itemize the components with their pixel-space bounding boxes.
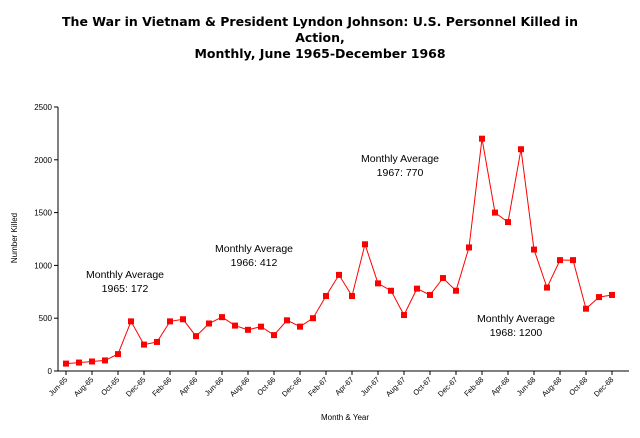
x-tick-label-5: Apr-66 <box>177 375 199 397</box>
annotation-0-line-1: 1965: 172 <box>102 283 149 295</box>
data-point-Aug-65 <box>89 358 95 365</box>
data-point-Jan-66 <box>154 338 160 345</box>
y-tick-label-3: 1500 <box>34 209 52 218</box>
x-axis-label: Month & Year <box>321 413 369 422</box>
chart-title: The War in Vietnam & President Lyndon Jo… <box>0 14 640 62</box>
x-tick-label-12: Jun-67 <box>359 375 382 398</box>
data-point-Feb-67 <box>323 293 329 300</box>
data-point-Oct-66 <box>271 332 277 339</box>
series-killed <box>63 135 615 367</box>
data-point-Jan-68 <box>466 244 472 251</box>
data-point-Jul-66 <box>232 322 238 329</box>
data-point-Jan-67 <box>310 315 316 322</box>
x-tick-label-10: Feb-67 <box>306 375 329 398</box>
y-axis-ticks: 0 500 1000 1500 2000 2500 <box>34 103 58 376</box>
data-point-Feb-66 <box>167 318 173 325</box>
data-point-Sep-68 <box>570 257 576 264</box>
data-point-Jul-67 <box>388 287 394 294</box>
chart-title-line-1: The War in Vietnam & President Lyndon Jo… <box>62 14 578 29</box>
data-point-Jun-68 <box>531 246 537 253</box>
y-axis-label: Number Killed <box>10 213 19 263</box>
x-tick-label-15: Dec-67 <box>436 375 459 398</box>
x-tick-label-16: Feb-68 <box>462 375 485 398</box>
x-tick-label-20: Oct-68 <box>567 375 589 397</box>
data-point-Apr-66 <box>193 333 199 340</box>
data-point-Aug-68 <box>557 257 563 264</box>
data-point-Sep-66 <box>258 323 264 330</box>
x-tick-label-13: Aug-67 <box>384 375 407 398</box>
data-point-Oct-67 <box>427 291 433 298</box>
data-point-Mar-68 <box>492 209 498 216</box>
data-point-Feb-68 <box>479 135 485 142</box>
data-point-Nov-66 <box>284 317 290 324</box>
x-tick-label-17: Apr-68 <box>489 375 511 397</box>
chart-title-line-3: Monthly, June 1965-December 1968 <box>194 46 446 61</box>
annotation-2-line-1: 1967: 770 <box>377 167 424 179</box>
data-point-Aug-67 <box>401 312 407 319</box>
annotation-3-line-0: Monthly Average <box>477 313 555 325</box>
data-point-Nov-65 <box>128 318 134 325</box>
data-point-Mar-66 <box>180 316 186 323</box>
x-tick-label-19: Aug-68 <box>540 375 563 398</box>
data-point-May-68 <box>518 146 524 153</box>
data-point-Sep-67 <box>414 285 420 292</box>
x-axis-ticks: Jun-65 Aug-65 Oct-65 Dec-65 Feb-66 Apr-66 Jun-… <box>47 371 615 399</box>
data-point-Jul-68 <box>544 284 550 291</box>
x-tick-label-3: Dec-65 <box>124 375 147 398</box>
data-point-Apr-68 <box>505 219 511 226</box>
y-tick-label-5: 2500 <box>34 103 52 112</box>
data-point-Aug-66 <box>245 326 251 333</box>
annotation-3-line-1: 1968: 1200 <box>490 327 543 339</box>
data-point-Jul-65 <box>76 359 82 366</box>
data-point-Dec-68 <box>609 291 615 298</box>
y-tick-label-4: 2000 <box>34 156 52 165</box>
data-point-Oct-65 <box>115 351 121 358</box>
data-point-Nov-67 <box>440 275 446 282</box>
annotations: Monthly Average 1965: 172 Monthly Average 1… <box>86 153 555 339</box>
y-tick-label-2: 1000 <box>34 261 52 270</box>
x-tick-label-1: Aug-65 <box>72 375 95 398</box>
data-point-Dec-67 <box>453 287 459 294</box>
data-point-Jun-66 <box>219 314 225 321</box>
x-tick-label-4: Feb-66 <box>150 375 173 398</box>
data-point-Jun-65 <box>63 360 69 367</box>
data-point-Jun-67 <box>375 280 381 287</box>
data-point-May-66 <box>206 320 212 327</box>
x-tick-label-8: Oct-66 <box>255 375 277 397</box>
annotation-1-line-1: 1966: 412 <box>231 257 278 269</box>
data-point-Oct-68 <box>583 305 589 312</box>
data-point-Sep-65 <box>102 357 108 364</box>
y-tick-label-0: 0 <box>48 367 53 376</box>
x-tick-label-6: Jun-66 <box>203 375 226 398</box>
x-tick-label-0: Jun-65 <box>47 375 70 398</box>
data-point-Nov-68 <box>596 294 602 301</box>
data-point-May-67 <box>362 241 368 248</box>
data-point-Mar-67 <box>336 271 342 278</box>
x-tick-label-18: Jun-68 <box>515 375 538 398</box>
annotation-0-line-0: Monthly Average <box>86 269 164 281</box>
chart-title-line-2: Action, <box>295 30 345 45</box>
x-tick-label-21: Dec-68 <box>592 375 615 398</box>
x-tick-label-9: Dec-66 <box>280 375 303 398</box>
data-point-Apr-67 <box>349 293 355 300</box>
y-tick-label-1: 500 <box>39 314 53 323</box>
x-tick-label-14: Oct-67 <box>411 375 433 397</box>
annotation-2-line-0: Monthly Average <box>361 153 439 165</box>
data-point-Dec-65 <box>141 341 147 348</box>
annotation-1-line-0: Monthly Average <box>215 243 293 255</box>
data-point-Dec-66 <box>297 323 303 330</box>
axes <box>57 107 629 372</box>
x-tick-label-11: Apr-67 <box>333 375 355 397</box>
x-tick-label-2: Oct-65 <box>99 375 121 397</box>
x-tick-label-7: Aug-66 <box>228 375 251 398</box>
